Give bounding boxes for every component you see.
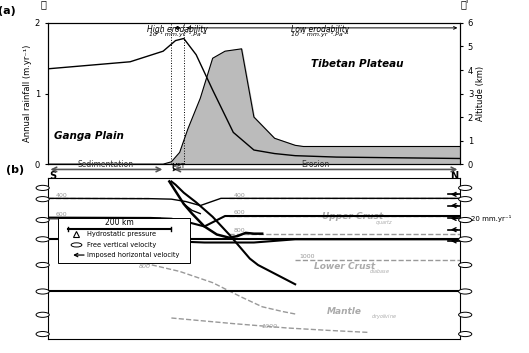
Circle shape: [36, 289, 49, 294]
Circle shape: [459, 185, 472, 191]
Circle shape: [36, 237, 49, 242]
Circle shape: [459, 289, 472, 294]
Text: Erosion: Erosion: [302, 160, 330, 169]
Text: 400: 400: [56, 192, 68, 198]
Text: 200 km: 200 km: [105, 218, 134, 227]
Text: 400: 400: [233, 192, 245, 198]
Circle shape: [36, 312, 49, 317]
Text: Lower Crust: Lower Crust: [314, 262, 375, 271]
FancyBboxPatch shape: [58, 219, 190, 263]
Text: Tibetan Plateau: Tibetan Plateau: [311, 59, 403, 69]
Text: 10⁻¹ mm.yr⁻¹.Pa⁻¹: 10⁻¹ mm.yr⁻¹.Pa⁻¹: [149, 31, 206, 37]
Text: (b): (b): [6, 165, 24, 175]
Circle shape: [36, 331, 49, 337]
Circle shape: [36, 197, 49, 202]
Text: $_{diabase}$: $_{diabase}$: [369, 268, 390, 276]
Text: 10⁻² mm.yr⁻¹.Pa⁻¹: 10⁻² mm.yr⁻¹.Pa⁻¹: [291, 31, 349, 37]
Text: Low erodability: Low erodability: [291, 25, 349, 34]
Text: $_{dry olivine}$: $_{dry olivine}$: [371, 312, 397, 322]
Text: (a): (a): [0, 6, 16, 16]
Circle shape: [71, 243, 82, 247]
Y-axis label: Altitude (km): Altitude (km): [476, 66, 485, 121]
Text: 800: 800: [233, 228, 245, 233]
Text: Hydrostatic pressure: Hydrostatic pressure: [87, 232, 156, 238]
Text: Free vertical velocity: Free vertical velocity: [87, 242, 156, 248]
Text: Ganga Plain: Ganga Plain: [54, 131, 124, 141]
Text: High erodability: High erodability: [147, 25, 208, 34]
Text: S: S: [50, 171, 57, 181]
Text: 600: 600: [233, 210, 245, 215]
Text: $_{quartz}$: $_{quartz}$: [375, 219, 393, 228]
Text: N: N: [450, 171, 458, 181]
Text: Upper Crust: Upper Crust: [322, 212, 384, 221]
Text: Mantle: Mantle: [327, 307, 362, 316]
Text: 1000: 1000: [299, 255, 315, 259]
Circle shape: [459, 217, 472, 223]
Text: Ⓐ': Ⓐ': [460, 0, 469, 10]
Y-axis label: Annual rainfall (m.yr⁻¹): Annual rainfall (m.yr⁻¹): [23, 45, 32, 142]
Text: 20 mm.yr⁻¹: 20 mm.yr⁻¹: [471, 215, 511, 222]
Circle shape: [36, 262, 49, 268]
Circle shape: [459, 262, 472, 268]
Circle shape: [36, 217, 49, 223]
Text: 1000: 1000: [262, 324, 278, 329]
Circle shape: [459, 197, 472, 202]
Circle shape: [459, 237, 472, 242]
Text: 600: 600: [56, 212, 68, 217]
Circle shape: [459, 312, 472, 317]
Text: Sedimentation: Sedimentation: [77, 160, 133, 169]
Text: Ⓐ: Ⓐ: [41, 0, 47, 10]
Circle shape: [36, 185, 49, 191]
Text: 800: 800: [139, 264, 150, 269]
Text: MFT: MFT: [171, 163, 186, 169]
Circle shape: [459, 331, 472, 337]
Text: Imposed horizontal velocity: Imposed horizontal velocity: [87, 252, 179, 258]
